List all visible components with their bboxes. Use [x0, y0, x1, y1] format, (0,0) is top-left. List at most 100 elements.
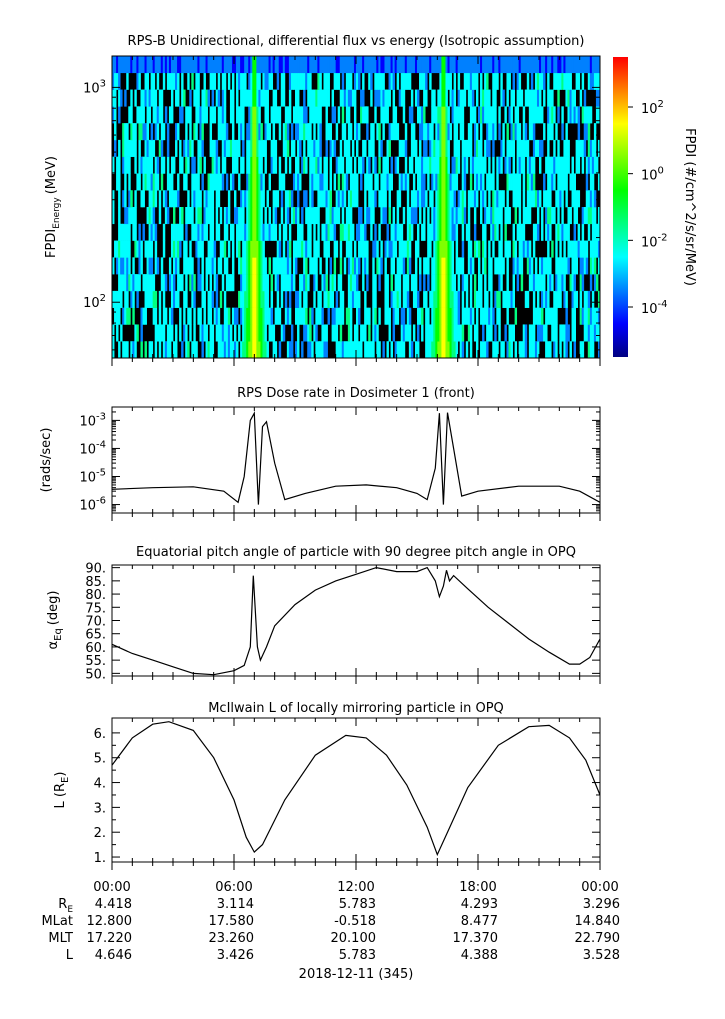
heatmap-cell [480, 274, 483, 292]
heatmap-cell [201, 223, 204, 241]
heatmap-cell [256, 324, 259, 342]
heatmap-cell [569, 72, 572, 90]
heatmap-cell [465, 274, 469, 292]
heatmap-cell [276, 257, 280, 275]
heatmap-cell [455, 207, 459, 225]
heatmap-cell [278, 341, 282, 358]
heatmap-cell [486, 123, 489, 141]
heatmap-cell [315, 56, 318, 74]
heatmap-cell [378, 139, 381, 157]
heatmap-cell [148, 173, 152, 191]
heatmap-cell [179, 207, 182, 225]
heatmap-cell [278, 307, 282, 325]
heatmap-cell [551, 240, 554, 258]
colorbar-tick-label: 100 [641, 166, 664, 184]
heatmap-cell [396, 156, 400, 174]
heatmap-cell [360, 207, 363, 225]
heatmap-cell [173, 290, 176, 308]
heatmap-cell [486, 106, 489, 124]
heatmap-cell [266, 190, 269, 208]
heatmap-cell [215, 307, 219, 325]
heatmap-cell [532, 274, 536, 292]
heatmap-cell [522, 207, 526, 225]
heatmap-cell [378, 274, 381, 292]
heatmap-cell [262, 290, 265, 308]
heatmap-cell [166, 139, 170, 157]
heatmap-cell [154, 89, 158, 107]
heatmap-cell [142, 156, 145, 174]
heatmap-cell [508, 240, 511, 258]
heatmap-cell [244, 72, 247, 90]
heatmap-cell [410, 139, 414, 157]
heatmap-cell [197, 190, 200, 208]
heatmap-cell [278, 173, 282, 191]
heatmap-cell [252, 223, 255, 241]
heatmap-cell [394, 106, 398, 124]
heatmap-cell [215, 56, 219, 74]
heatmap-cell [173, 240, 176, 258]
heatmap-cell [339, 89, 343, 107]
heatmap-cell [581, 223, 585, 241]
heatmap-cell [341, 106, 345, 124]
heatmap-cell [274, 56, 278, 74]
heatmap-cell [199, 274, 202, 292]
heatmap-cell [364, 307, 367, 325]
heatmap-cell [467, 190, 471, 208]
heatmap-cell [435, 324, 438, 342]
heatmap-cell [313, 274, 316, 292]
heatmap-cell [122, 240, 125, 258]
heatmap-cell [536, 324, 540, 342]
heatmap-cell [323, 274, 326, 292]
heatmap-cell [551, 56, 554, 74]
heatmap-cell [128, 274, 131, 292]
heatmap-cell [372, 123, 375, 141]
heatmap-cell [583, 324, 587, 342]
heatmap-cell [217, 106, 221, 124]
heatmap-cell [459, 123, 463, 141]
heatmap-cell [268, 207, 271, 225]
heatmap-cell [148, 106, 152, 124]
heatmap-cell [581, 341, 585, 358]
heatmap-cell [331, 89, 335, 107]
heatmap-cell [126, 274, 129, 292]
heatmap-cell [587, 341, 591, 358]
heatmap-cell [244, 324, 247, 342]
heatmap-cell [152, 72, 156, 90]
heatmap-cell [547, 190, 550, 208]
heatmap-cell [122, 156, 125, 174]
heatmap-cell [364, 139, 367, 157]
heatmap-cell [402, 257, 406, 275]
heatmap-cell [478, 106, 481, 124]
heatmap-cell [207, 307, 210, 325]
heatmap-cell [225, 274, 229, 292]
y-tick-label: 10-6 [79, 496, 106, 514]
heatmap-cell [429, 72, 432, 90]
heatmap-cell [571, 190, 574, 208]
heatmap-cell [565, 89, 568, 107]
heatmap-cell [364, 240, 367, 258]
panel4-ylabel-sub: E [60, 777, 71, 783]
heatmap-cell [246, 341, 249, 358]
heatmap-cell [201, 56, 204, 74]
heatmap-cell [240, 307, 243, 325]
heatmap-cell [541, 106, 544, 124]
heatmap-cell [319, 290, 322, 308]
heatmap-cell [376, 240, 379, 258]
heatmap-cell [417, 240, 420, 258]
heatmap-cell [543, 190, 546, 208]
heatmap-cell [451, 156, 454, 174]
heatmap-cell [433, 106, 436, 124]
heatmap-cell [177, 173, 180, 191]
heatmap-cell [313, 139, 316, 157]
heatmap-cell [583, 89, 587, 107]
heatmap-cell [530, 123, 534, 141]
heatmap-cell [331, 56, 335, 74]
heatmap-cell [327, 207, 330, 225]
heatmap-cell [573, 274, 576, 292]
heatmap-cell [504, 324, 507, 342]
heatmap-cell [374, 223, 377, 241]
heatmap-cell [234, 190, 237, 208]
colorbar-tick-label: 102 [641, 99, 664, 117]
heatmap-cell [443, 89, 446, 107]
heatmap-cell [126, 290, 129, 308]
